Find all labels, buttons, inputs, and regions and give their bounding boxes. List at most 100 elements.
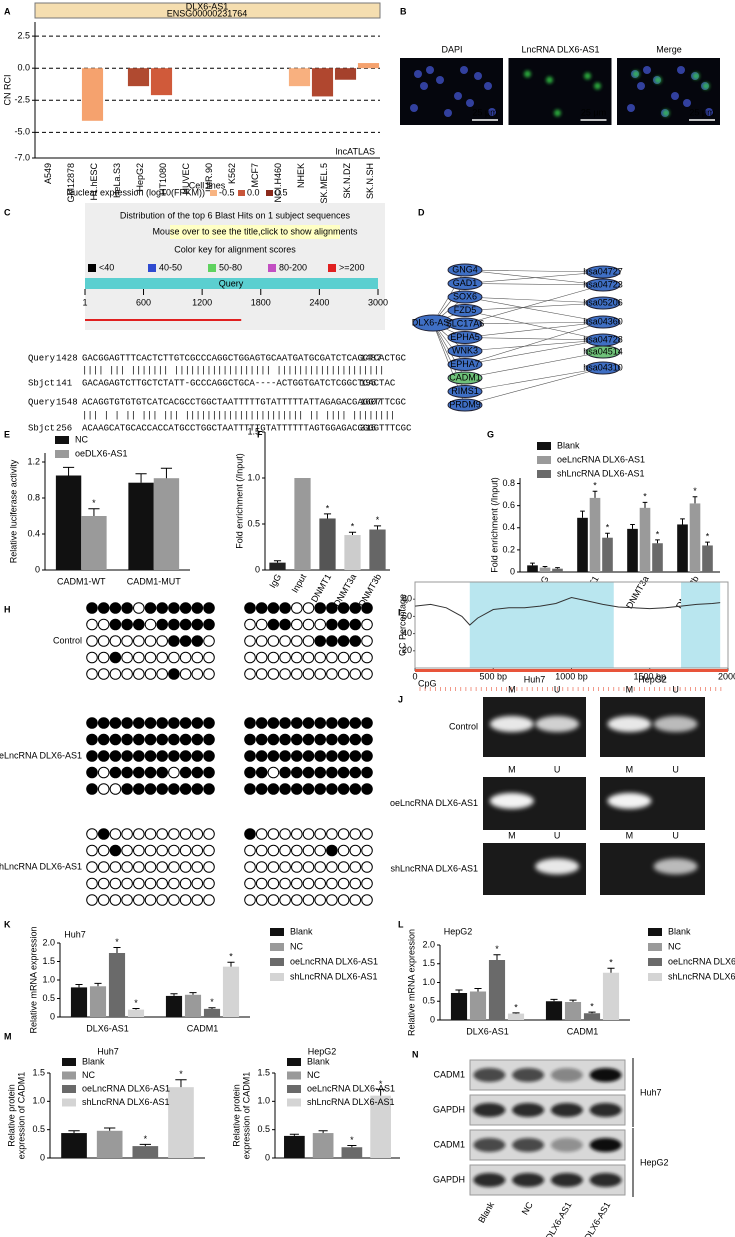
y-tick-label: -2.5 bbox=[14, 95, 30, 105]
y-tick-label: 1.0 bbox=[257, 1096, 270, 1106]
edge bbox=[464, 321, 604, 338]
cpg-site bbox=[179, 733, 192, 746]
y-axis-label: Fold enrichment (/Input) bbox=[489, 477, 499, 573]
cpg-site bbox=[203, 894, 215, 906]
node-label: RIMS1 bbox=[451, 386, 479, 396]
bar bbox=[319, 518, 336, 570]
bar bbox=[507, 1013, 525, 1020]
cpg-site bbox=[156, 668, 168, 680]
legend-swatch bbox=[648, 943, 662, 951]
gel-band bbox=[489, 716, 534, 732]
error-bar bbox=[68, 1130, 80, 1134]
cpg-site bbox=[361, 602, 373, 614]
legend-swatch bbox=[55, 436, 69, 444]
cpg-site bbox=[168, 894, 180, 906]
panel-label: L bbox=[398, 919, 404, 929]
lane-label: U bbox=[672, 830, 679, 840]
cpg-site bbox=[361, 635, 373, 647]
cpg-site bbox=[302, 828, 315, 840]
cpg-site bbox=[133, 635, 145, 647]
gel-band bbox=[607, 716, 652, 732]
cpg-site bbox=[203, 861, 215, 873]
legend-swatch bbox=[287, 1058, 301, 1066]
blot-band bbox=[550, 1138, 583, 1152]
nucleus bbox=[705, 108, 713, 116]
alignment-text: ACAGGTGTGTGTCATCACGCCTGGCTAATTTTTGTATTTT… bbox=[82, 397, 407, 407]
legend-label: oeLncRNA DLX6-AS1 bbox=[290, 956, 378, 966]
cpg-site bbox=[302, 766, 315, 779]
alignment-text: ||| | | || ||| ||| |||||||||||||||||||||… bbox=[82, 410, 395, 420]
panel-label: A bbox=[4, 6, 11, 16]
key-swatch bbox=[328, 264, 336, 272]
legend-label: Blank bbox=[668, 926, 691, 936]
y-tick-label: 0 bbox=[255, 564, 260, 574]
cpg-site bbox=[255, 894, 268, 906]
gc-line bbox=[414, 596, 721, 626]
header-box bbox=[34, 2, 381, 19]
x-tick-label: HUVEC bbox=[181, 163, 191, 195]
legend-swatch bbox=[287, 1085, 301, 1093]
error-bar bbox=[550, 998, 558, 1002]
lane-label: U bbox=[554, 830, 561, 840]
x-tick-label: NHEK bbox=[296, 163, 306, 188]
error-bar bbox=[580, 510, 585, 518]
cpg-site bbox=[121, 668, 133, 680]
y-tick-label: 0.5 bbox=[247, 518, 260, 528]
protein-label: CADM1 bbox=[433, 1069, 465, 1079]
cpg-site bbox=[337, 861, 350, 873]
cpg-site bbox=[203, 651, 215, 664]
cpg-site bbox=[97, 668, 110, 680]
cpg-site bbox=[326, 635, 338, 647]
cpg-site bbox=[314, 750, 327, 762]
blot-band bbox=[473, 1103, 506, 1117]
cpg-site bbox=[361, 717, 373, 729]
error-bar bbox=[555, 567, 560, 569]
significance-mark: * bbox=[115, 937, 119, 947]
legend-label: oeLncRNA DLX6-AS1 bbox=[557, 454, 645, 464]
signal bbox=[594, 82, 601, 90]
cpg-island bbox=[681, 582, 721, 668]
cpg-site bbox=[191, 783, 204, 795]
bar bbox=[284, 1135, 305, 1158]
cpg-site bbox=[109, 602, 122, 614]
legend-label: oeLncRNA DLX6-AS1 bbox=[82, 1083, 170, 1093]
key-swatch bbox=[148, 264, 156, 272]
node bbox=[447, 331, 483, 344]
cpg-site bbox=[168, 602, 180, 614]
cpg-site bbox=[191, 668, 204, 680]
bar bbox=[108, 952, 126, 1017]
bar bbox=[602, 972, 620, 1020]
cpg-site bbox=[179, 766, 192, 779]
bar bbox=[689, 503, 701, 572]
scale-label: 1800 bbox=[251, 297, 271, 307]
cpg-site bbox=[337, 766, 350, 779]
y-tick-label: 1.5 bbox=[247, 426, 260, 436]
cpg-site bbox=[86, 766, 98, 779]
nucleus bbox=[414, 70, 422, 78]
scale-bar-label: 25 µm bbox=[472, 107, 497, 117]
cpg-site bbox=[168, 651, 180, 664]
bar bbox=[55, 475, 82, 570]
bar bbox=[577, 517, 588, 572]
y-tick-label: 2.0 bbox=[42, 937, 55, 947]
legend-label: shLncRNA DLX6-AS1 bbox=[307, 1097, 395, 1107]
blot-band bbox=[512, 1103, 545, 1117]
cpg-site bbox=[179, 651, 192, 664]
alignment-text: Sbjct bbox=[28, 423, 55, 433]
cpg-site bbox=[97, 717, 110, 729]
y-axis-label: expression of CADM1 bbox=[241, 1072, 251, 1160]
cpg-site bbox=[121, 828, 133, 840]
bar bbox=[370, 1095, 391, 1158]
node-label: hsa04360 bbox=[583, 316, 623, 326]
cpg-site bbox=[244, 861, 256, 873]
cpg-site bbox=[314, 894, 327, 906]
significance-mark: * bbox=[144, 1134, 148, 1144]
legend-swatch bbox=[270, 928, 284, 936]
bar bbox=[677, 524, 688, 572]
gel-band bbox=[653, 858, 698, 875]
blot-band bbox=[512, 1068, 545, 1082]
x-tick-label: HT1080 bbox=[158, 163, 168, 195]
cpg-site bbox=[326, 877, 338, 890]
alignment-text: 195 bbox=[360, 378, 376, 388]
x-tick-label: 1000 bp bbox=[555, 671, 588, 681]
